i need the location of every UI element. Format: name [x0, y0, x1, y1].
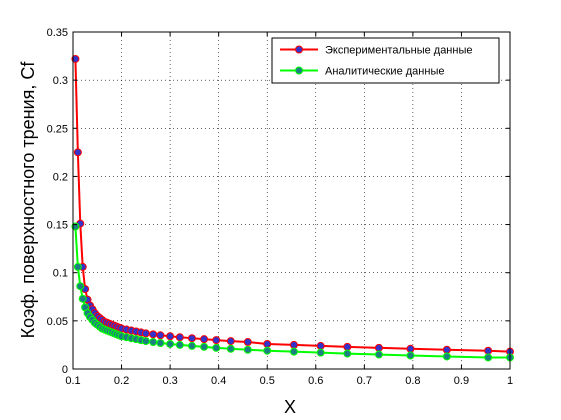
- data-point: [226, 337, 235, 346]
- y-tick-label: 0.05: [47, 316, 68, 328]
- data-point: [343, 342, 352, 351]
- x-tick-label: 1: [507, 375, 513, 387]
- data-point: [212, 343, 221, 352]
- data-point: [187, 334, 196, 343]
- data-point: [141, 329, 150, 338]
- x-tick-label: 0.1: [65, 375, 80, 387]
- data-point: [141, 337, 150, 346]
- ticks: [72, 31, 511, 370]
- data-point: [166, 339, 175, 348]
- x-tick-label: 0.3: [162, 375, 177, 387]
- data-point: [484, 353, 493, 362]
- legend: Экспериментальные данные Аналитические д…: [271, 37, 500, 84]
- data-point: [76, 282, 85, 291]
- x-tick-label: 0.6: [308, 375, 323, 387]
- data-point: [406, 344, 415, 353]
- y-tick-label: 0.1: [53, 268, 68, 280]
- legend-label-experimental: Экспериментальные данные: [325, 45, 472, 57]
- data-point: [289, 340, 298, 349]
- data-point: [263, 339, 272, 348]
- data-point: [243, 345, 252, 354]
- data-point: [156, 339, 165, 348]
- y-tick-label: 0.25: [47, 123, 68, 135]
- legend-marker-experimental: [295, 45, 303, 54]
- series-experimental: [71, 54, 514, 356]
- y-tick-label: 0.15: [47, 220, 68, 232]
- x-axis-label: X: [284, 397, 296, 417]
- data-point: [243, 338, 252, 347]
- legend-box: [271, 37, 500, 84]
- data-point: [406, 351, 415, 360]
- axes-background: [73, 32, 510, 369]
- data-point: [374, 343, 383, 352]
- data-point: [73, 148, 82, 157]
- data-point: [289, 347, 298, 356]
- x-tick-label: 0.2: [114, 375, 129, 387]
- data-point: [73, 262, 82, 271]
- y-axis-label: Коэф. поверхностного трения, Cf: [18, 61, 38, 339]
- series-layer: [71, 54, 514, 362]
- data-point: [442, 345, 451, 354]
- data-point: [442, 352, 451, 361]
- y-tick-label: 0.3: [53, 75, 68, 87]
- x-tick-label: 0.7: [357, 375, 372, 387]
- data-point: [343, 349, 352, 358]
- x-tick-label: 0.5: [260, 375, 275, 387]
- y-tick-label: 0.2: [53, 171, 68, 183]
- data-point: [484, 346, 493, 355]
- data-point: [71, 54, 80, 63]
- data-point: [78, 294, 87, 303]
- x-tick-label: 0.4: [211, 375, 226, 387]
- data-point: [187, 341, 196, 350]
- data-point: [316, 348, 325, 357]
- data-point: [374, 350, 383, 359]
- data-point: [200, 342, 209, 351]
- x-tick-label: 0.9: [454, 375, 469, 387]
- legend-label-analytical: Аналитические данные: [325, 66, 444, 78]
- data-point: [200, 335, 209, 344]
- data-point: [166, 332, 175, 341]
- grid: [73, 32, 510, 369]
- data-point: [149, 338, 158, 347]
- data-point: [263, 346, 272, 355]
- data-point: [156, 331, 165, 340]
- axes-frame: [72, 31, 511, 370]
- data-point: [316, 341, 325, 350]
- tick-labels: 0.1 0.2 0.3 0.4 0.5 0.6 0.7 0.8 0.9 1 0 0.05 0.1 0.15…: [47, 27, 513, 387]
- y-tick-label: 0: [62, 364, 68, 376]
- x-tick-label: 0.8: [405, 375, 420, 387]
- data-point: [212, 336, 221, 345]
- series-analytical: [71, 222, 514, 362]
- data-point: [175, 340, 184, 349]
- data-point: [226, 344, 235, 353]
- y-tick-label: 0.35: [47, 27, 68, 39]
- data-point: [149, 330, 158, 339]
- data-point: [175, 333, 184, 342]
- legend-marker-analytical: [295, 66, 303, 75]
